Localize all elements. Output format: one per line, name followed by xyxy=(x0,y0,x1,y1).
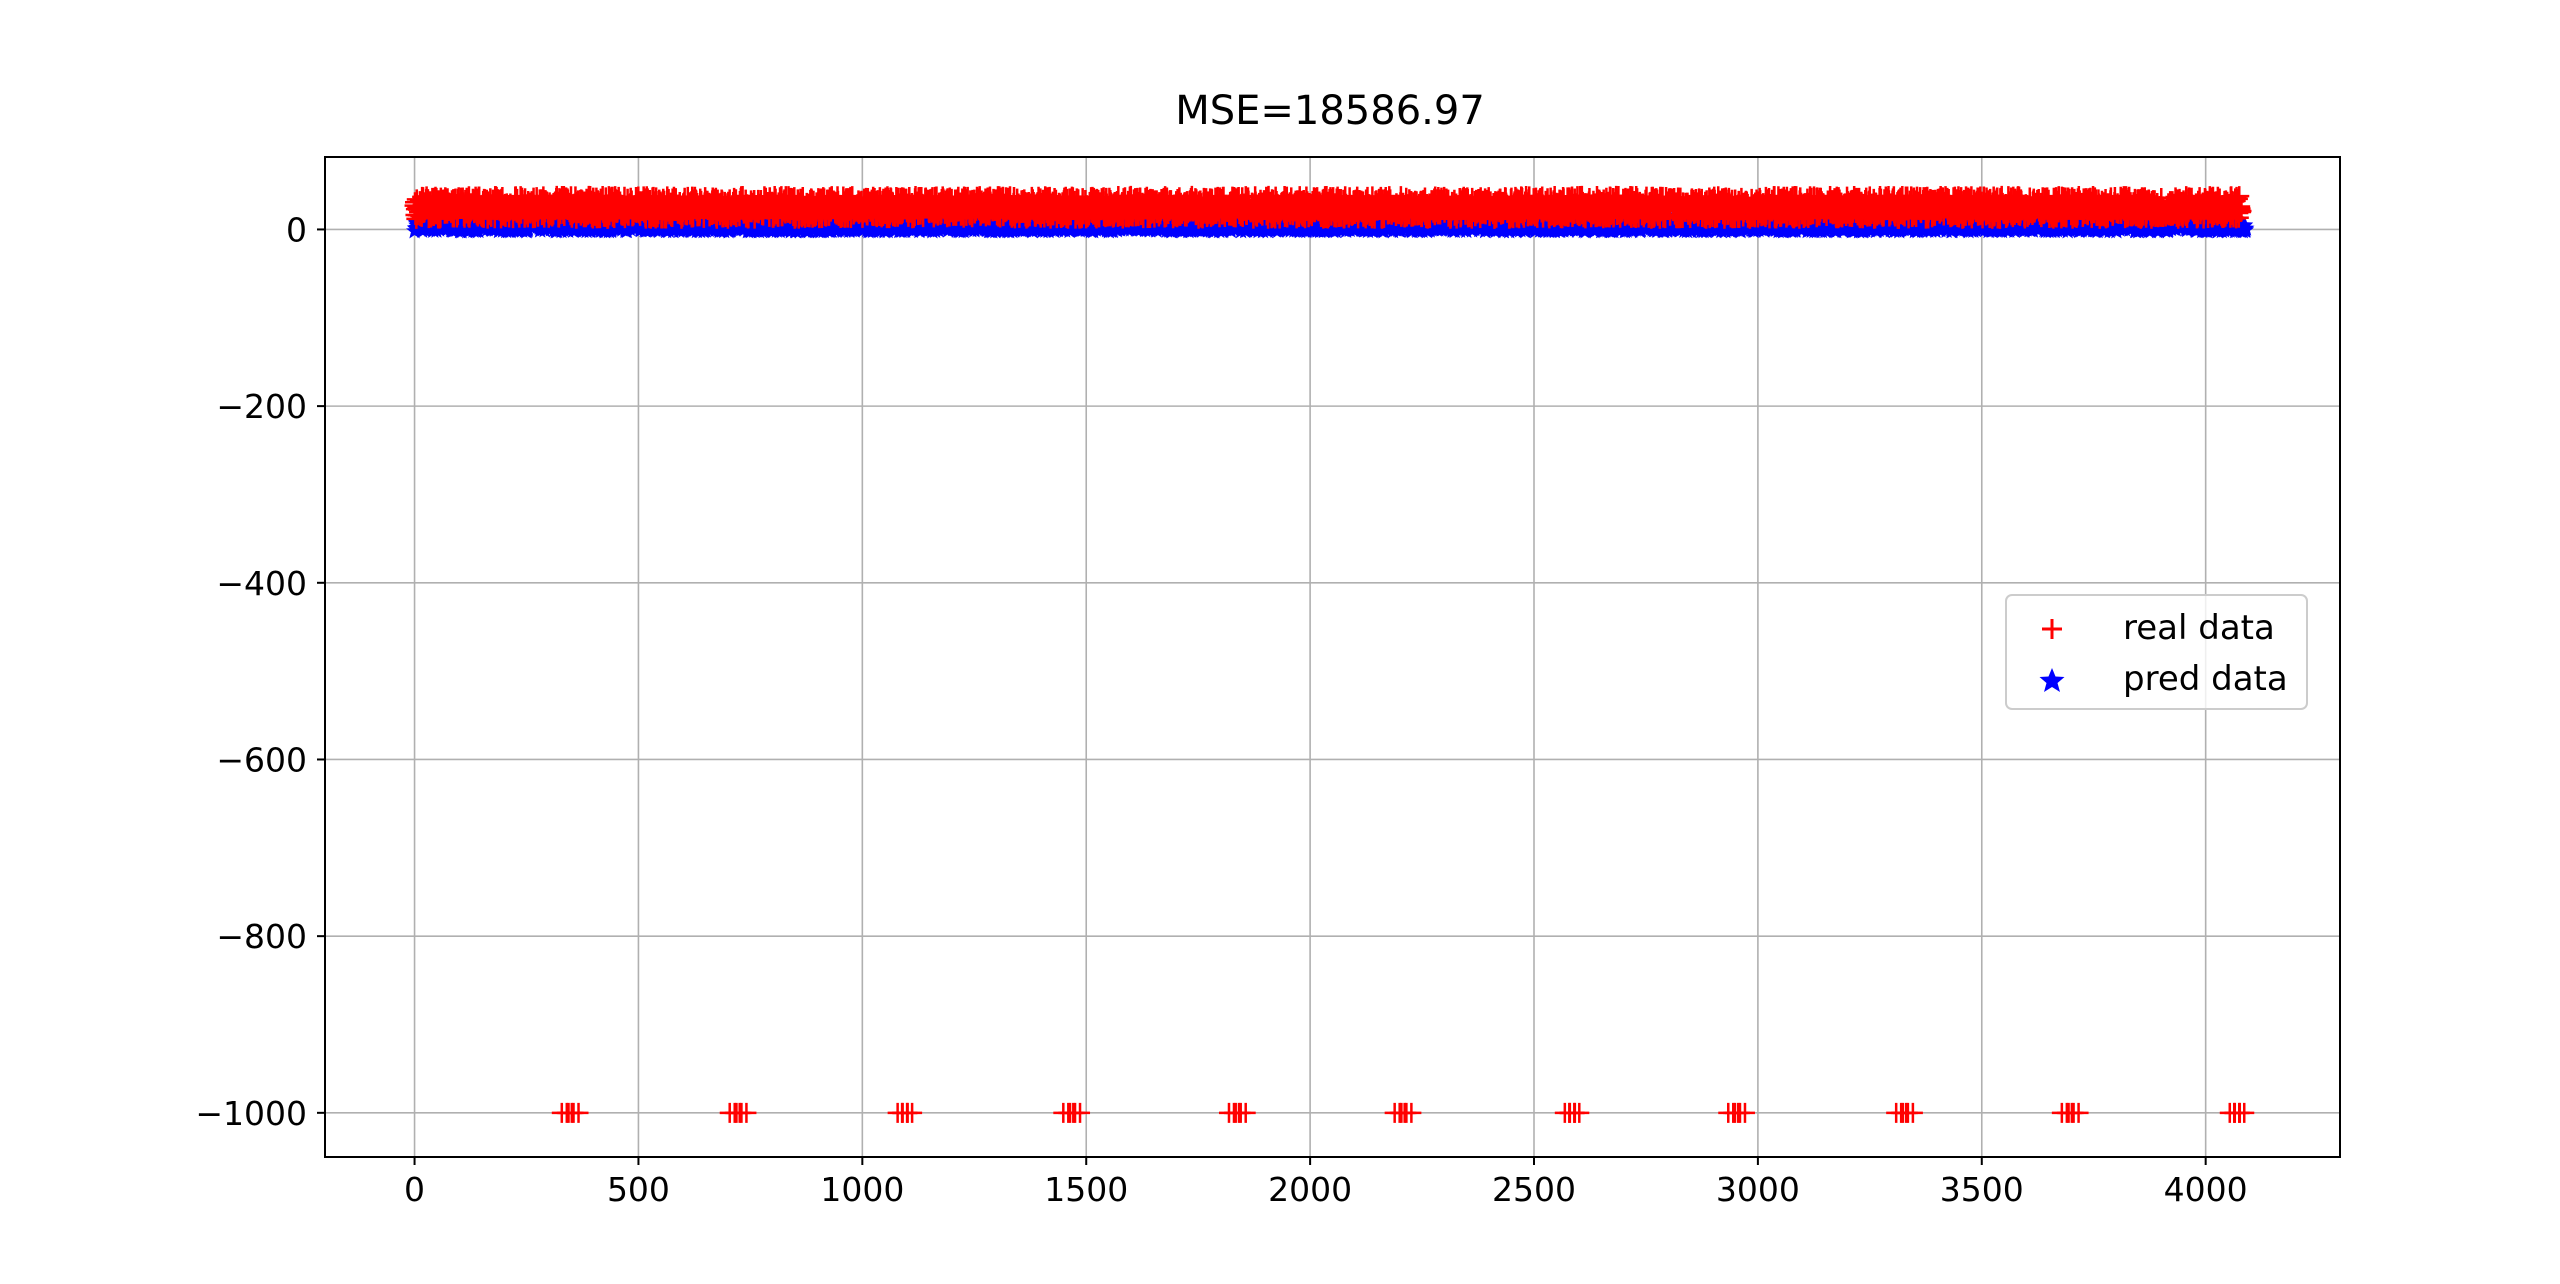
series-real-data xyxy=(405,186,2255,1123)
data-points xyxy=(405,186,2255,1123)
